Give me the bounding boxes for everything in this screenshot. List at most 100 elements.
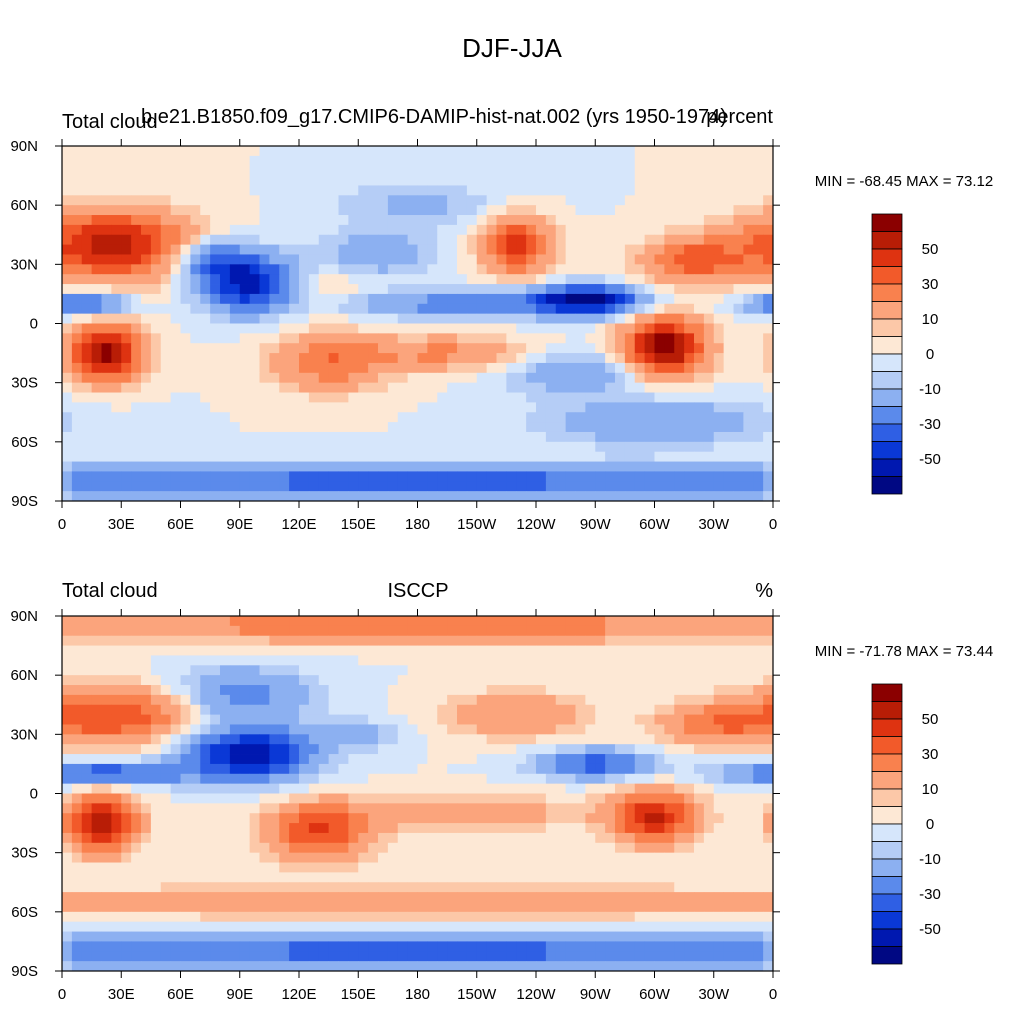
x-tick-label: 0	[58, 516, 66, 533]
field-cell	[91, 862, 102, 873]
field-cell	[289, 882, 300, 893]
field-cell	[249, 353, 260, 364]
field-cell	[150, 195, 162, 206]
field-cell	[654, 461, 665, 472]
field-cell	[387, 293, 399, 305]
field-cell	[595, 783, 606, 794]
field-cell	[644, 685, 655, 696]
field-cell	[555, 635, 567, 646]
field-cell	[279, 303, 290, 315]
field-cell	[743, 665, 754, 676]
field-cell	[62, 224, 73, 236]
field-cell	[407, 921, 418, 932]
field-cell	[81, 931, 93, 942]
field-cell	[496, 382, 507, 393]
field-cell	[239, 754, 251, 765]
field-cell	[308, 372, 320, 384]
field-cell	[545, 882, 557, 893]
field-cell	[259, 461, 270, 472]
field-cell	[605, 362, 616, 374]
field-cell	[407, 372, 418, 384]
field-cell	[753, 862, 764, 873]
field-cell	[427, 625, 438, 637]
field-cell	[101, 911, 112, 923]
y-tick-label: 0	[30, 316, 38, 333]
field-cell	[299, 224, 310, 236]
field-cell	[358, 625, 369, 637]
field-cell	[615, 422, 626, 433]
field-cell	[387, 461, 399, 472]
field-cell	[476, 685, 488, 696]
field-cell	[91, 234, 102, 246]
field-cell	[595, 773, 606, 785]
field-cell	[457, 343, 468, 354]
field-cell	[417, 616, 428, 627]
field-cell	[259, 911, 270, 923]
field-cell	[249, 882, 260, 893]
field-cell	[624, 175, 636, 186]
field-cell	[743, 165, 754, 176]
field-cell	[624, 852, 636, 863]
field-cell	[437, 254, 448, 265]
field-cell	[141, 293, 152, 305]
field-cell	[417, 852, 428, 863]
field-cell	[358, 461, 369, 472]
field-cell	[417, 625, 428, 637]
field-cell	[180, 471, 191, 482]
field-cell	[644, 616, 655, 627]
field-cell	[200, 744, 211, 755]
field-cell	[585, 685, 596, 696]
field-cell	[733, 392, 744, 403]
field-cell	[684, 284, 695, 295]
field-cell	[595, 625, 606, 637]
field-cell	[654, 165, 665, 176]
field-cell	[753, 892, 764, 903]
field-cell	[427, 353, 438, 364]
field-cell	[694, 146, 705, 157]
field-cell	[516, 655, 527, 666]
field-cell	[200, 694, 211, 706]
field-cell	[180, 832, 191, 844]
field-cell	[545, 704, 557, 716]
field-cell	[733, 665, 744, 676]
field-cell	[338, 754, 349, 765]
field-cell	[210, 412, 221, 423]
field-cell	[417, 471, 428, 482]
field-cell	[368, 362, 379, 374]
field-cell	[694, 744, 705, 755]
field-cell	[289, 274, 300, 285]
field-cell	[269, 215, 280, 226]
field-cell	[723, 714, 734, 725]
field-cell	[526, 422, 537, 433]
field-cell	[368, 422, 379, 433]
field-cell	[763, 343, 774, 354]
field-cell	[723, 754, 734, 765]
field-cell	[595, 353, 606, 364]
field-cell	[348, 205, 359, 216]
field-cell	[111, 362, 122, 374]
colorbar-label: 30	[922, 276, 939, 293]
field-cell	[141, 793, 152, 804]
field-cell	[723, 343, 734, 354]
field-cell	[348, 264, 359, 275]
field-cell	[624, 362, 636, 374]
field-cell	[338, 333, 349, 344]
field-cell	[723, 146, 734, 157]
field-cell	[210, 882, 221, 893]
field-cell	[723, 783, 734, 794]
field-cell	[427, 481, 438, 492]
field-cell	[249, 402, 260, 413]
field-cell	[476, 714, 488, 725]
field-cell	[743, 234, 754, 246]
field-cell	[338, 625, 349, 637]
field-cell	[210, 724, 221, 735]
field-cell	[457, 852, 468, 863]
field-cell	[545, 402, 557, 413]
field-cell	[170, 254, 181, 265]
field-cell	[703, 244, 715, 255]
field-cell	[308, 441, 320, 453]
field-cell	[210, 215, 221, 226]
field-cell	[664, 264, 675, 275]
field-cell	[358, 215, 369, 226]
field-cell	[269, 244, 280, 255]
